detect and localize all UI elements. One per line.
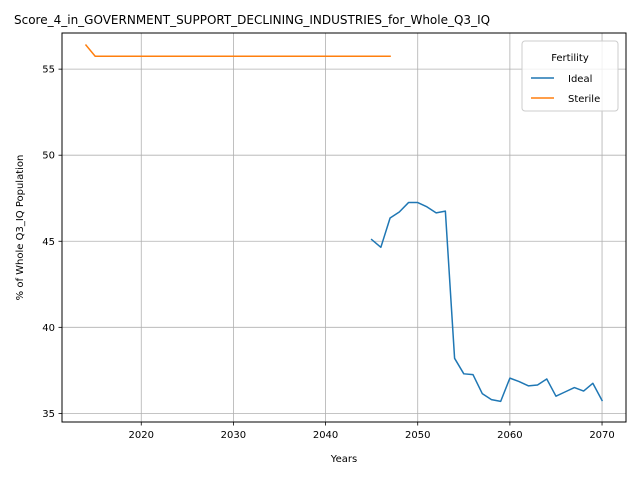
plot-frame <box>61 32 627 423</box>
legend: Fertility Ideal Sterile <box>521 40 619 112</box>
y-tick-label: 40 <box>42 323 55 334</box>
y-tick-label: 35 <box>42 409 55 420</box>
series-line-ideal <box>370 201 604 403</box>
legend-label-sterile: Sterile <box>568 94 600 105</box>
series-line-sterile <box>84 43 391 57</box>
x-tick-label: 2070 <box>589 430 614 441</box>
y-tick-label: 55 <box>42 65 55 76</box>
series-layer <box>84 43 604 403</box>
legend-box <box>521 40 619 112</box>
y-tick-label: 50 <box>42 151 55 162</box>
legend-title: Fertility <box>551 53 589 64</box>
x-axis-ticks: 2020 2030 2040 2050 2060 2070 <box>129 422 615 441</box>
x-tick-label: 2020 <box>129 430 154 441</box>
legend-label-ideal: Ideal <box>568 74 592 85</box>
x-tick-label: 2050 <box>405 430 430 441</box>
x-axis-label: Years <box>330 454 357 465</box>
y-axis-ticks: 35 40 45 50 55 <box>42 65 62 420</box>
y-tick-label: 45 <box>42 237 55 248</box>
x-tick-label: 2060 <box>497 430 522 441</box>
x-tick-label: 2040 <box>313 430 338 441</box>
y-axis-label: % of Whole Q3_IQ Population <box>15 155 26 301</box>
chart-title: Score_4_in_GOVERNMENT_SUPPORT_DECLINING_… <box>14 13 490 27</box>
x-tick-label: 2030 <box>221 430 246 441</box>
